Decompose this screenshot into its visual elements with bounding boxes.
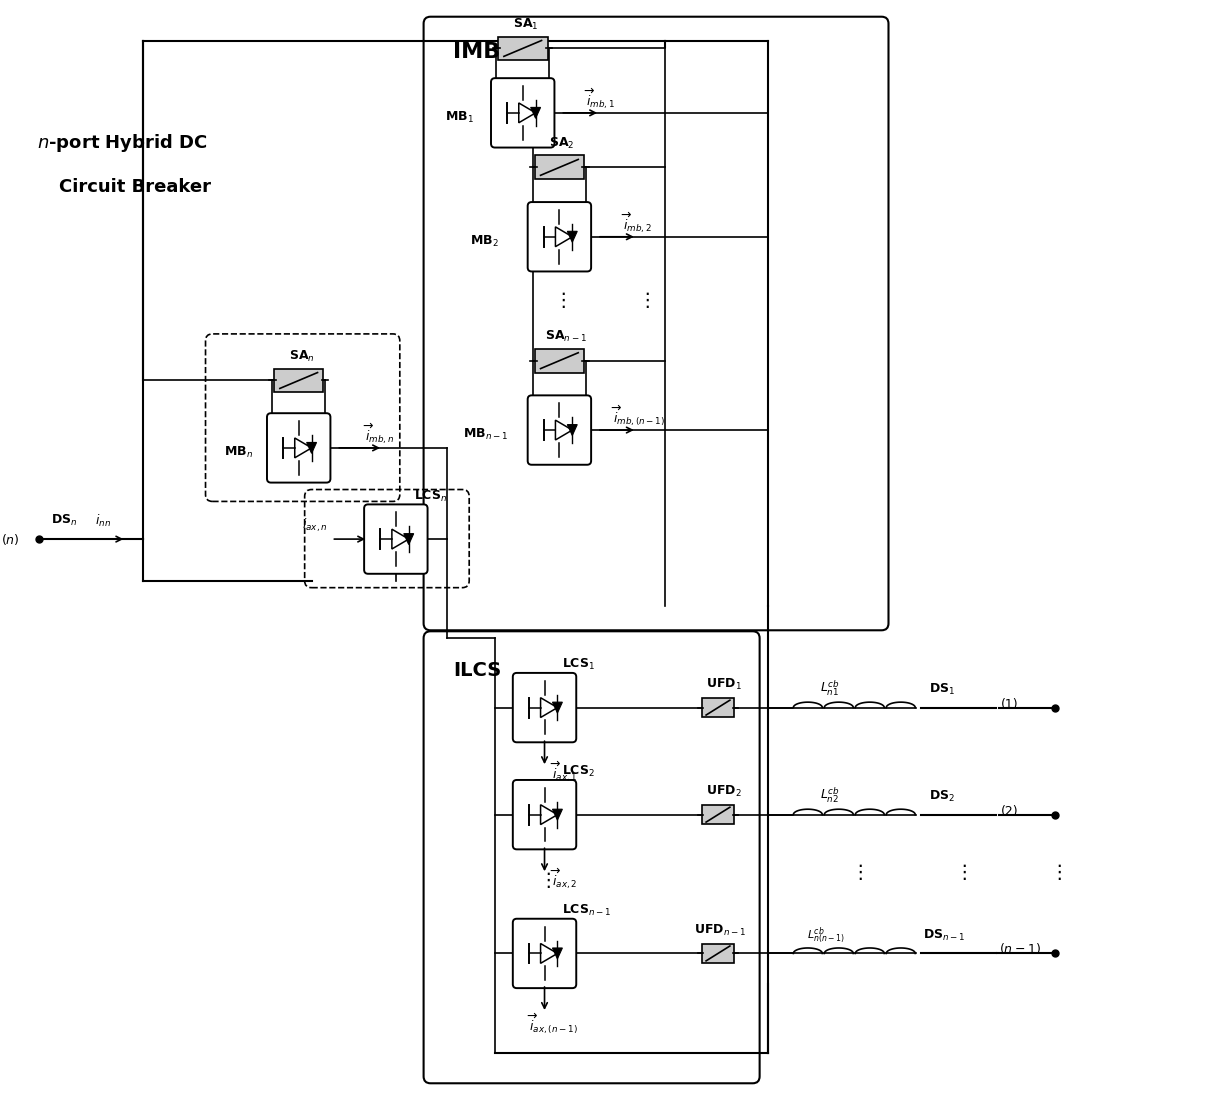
FancyBboxPatch shape — [513, 919, 576, 988]
FancyBboxPatch shape — [364, 504, 428, 574]
Text: LCS$_n$: LCS$_n$ — [413, 488, 447, 503]
FancyBboxPatch shape — [274, 368, 323, 392]
Text: $\overrightarrow{i}_{ax,2}$: $\overrightarrow{i}_{ax,2}$ — [551, 867, 578, 891]
Text: $(n)$: $(n)$ — [0, 532, 19, 546]
Text: ILCS: ILCS — [454, 660, 501, 680]
Text: $L_{n1}^{cb}$: $L_{n1}^{cb}$ — [820, 679, 840, 698]
Text: $L_{n2}^{cb}$: $L_{n2}^{cb}$ — [820, 786, 840, 806]
Text: $\overrightarrow{i}_{ax,1}$: $\overrightarrow{i}_{ax,1}$ — [551, 759, 578, 784]
Text: $\overrightarrow{i}_{mb,(n-1)}$: $\overrightarrow{i}_{mb,(n-1)}$ — [610, 403, 665, 429]
Text: SA$_{n-1}$: SA$_{n-1}$ — [545, 329, 586, 344]
Text: $\vdots$: $\vdots$ — [850, 862, 863, 882]
FancyBboxPatch shape — [497, 36, 547, 60]
Text: Circuit Breaker: Circuit Breaker — [58, 178, 210, 196]
FancyBboxPatch shape — [535, 348, 584, 373]
FancyBboxPatch shape — [268, 413, 331, 482]
Text: (2): (2) — [1001, 804, 1018, 818]
Polygon shape — [404, 534, 413, 544]
Text: MB$_2$: MB$_2$ — [471, 234, 499, 248]
Text: LCS$_1$: LCS$_1$ — [562, 657, 596, 673]
Text: $\vdots$: $\vdots$ — [1048, 862, 1062, 882]
Text: UFD$_{n-1}$: UFD$_{n-1}$ — [694, 922, 747, 937]
Polygon shape — [552, 809, 562, 820]
Text: $i_{nn}$: $i_{nn}$ — [95, 513, 111, 530]
Text: $\vdots$: $\vdots$ — [955, 862, 967, 882]
Polygon shape — [568, 424, 578, 435]
Text: (1): (1) — [1001, 698, 1018, 711]
Text: $\overrightarrow{i}_{mb,n}$: $\overrightarrow{i}_{mb,n}$ — [364, 422, 394, 446]
FancyBboxPatch shape — [513, 673, 576, 742]
FancyBboxPatch shape — [535, 155, 584, 179]
Text: $\vdots$: $\vdots$ — [637, 290, 651, 310]
Text: $\overrightarrow{i}_{mb,1}$: $\overrightarrow{i}_{mb,1}$ — [584, 87, 615, 111]
FancyBboxPatch shape — [528, 202, 591, 271]
Text: UFD$_2$: UFD$_2$ — [706, 784, 742, 799]
Text: IMB: IMB — [454, 43, 501, 63]
FancyBboxPatch shape — [702, 806, 734, 824]
Text: $i_{ax,n}$: $i_{ax,n}$ — [302, 517, 327, 534]
Text: SA$_1$: SA$_1$ — [513, 16, 539, 32]
Text: SA$_2$: SA$_2$ — [550, 135, 575, 151]
Text: UFD$_1$: UFD$_1$ — [706, 677, 742, 692]
Text: LCS$_{n-1}$: LCS$_{n-1}$ — [562, 902, 612, 918]
Text: $\overrightarrow{i}_{ax,(n-1)}$: $\overrightarrow{i}_{ax,(n-1)}$ — [527, 1011, 578, 1036]
Polygon shape — [530, 108, 541, 119]
Polygon shape — [568, 231, 578, 242]
Text: DS$_1$: DS$_1$ — [929, 681, 956, 697]
Text: MB$_n$: MB$_n$ — [225, 445, 253, 459]
Text: DS$_n$: DS$_n$ — [51, 513, 78, 529]
Text: $\vdots$: $\vdots$ — [553, 290, 565, 310]
FancyBboxPatch shape — [702, 944, 734, 963]
Text: $(n-1)$: $(n-1)$ — [998, 942, 1041, 956]
FancyBboxPatch shape — [702, 698, 734, 717]
Text: $L_{n(n-1)}^{cb}$: $L_{n(n-1)}^{cb}$ — [807, 925, 845, 946]
FancyBboxPatch shape — [513, 780, 576, 850]
Text: $n$-port Hybrid DC: $n$-port Hybrid DC — [36, 132, 208, 154]
Text: MB$_1$: MB$_1$ — [445, 110, 474, 125]
Text: DS$_2$: DS$_2$ — [929, 789, 956, 803]
Text: MB$_{n-1}$: MB$_{n-1}$ — [463, 428, 508, 442]
Text: $\overrightarrow{i}_{mb,2}$: $\overrightarrow{i}_{mb,2}$ — [621, 210, 652, 235]
Text: SA$_n$: SA$_n$ — [288, 348, 315, 364]
Polygon shape — [306, 443, 316, 454]
Polygon shape — [552, 702, 562, 713]
Text: LCS$_2$: LCS$_2$ — [562, 764, 596, 779]
Text: $\vdots$: $\vdots$ — [539, 870, 551, 890]
Text: DS$_{n-1}$: DS$_{n-1}$ — [923, 928, 966, 943]
FancyBboxPatch shape — [528, 396, 591, 465]
FancyBboxPatch shape — [491, 78, 554, 147]
Polygon shape — [552, 948, 562, 959]
